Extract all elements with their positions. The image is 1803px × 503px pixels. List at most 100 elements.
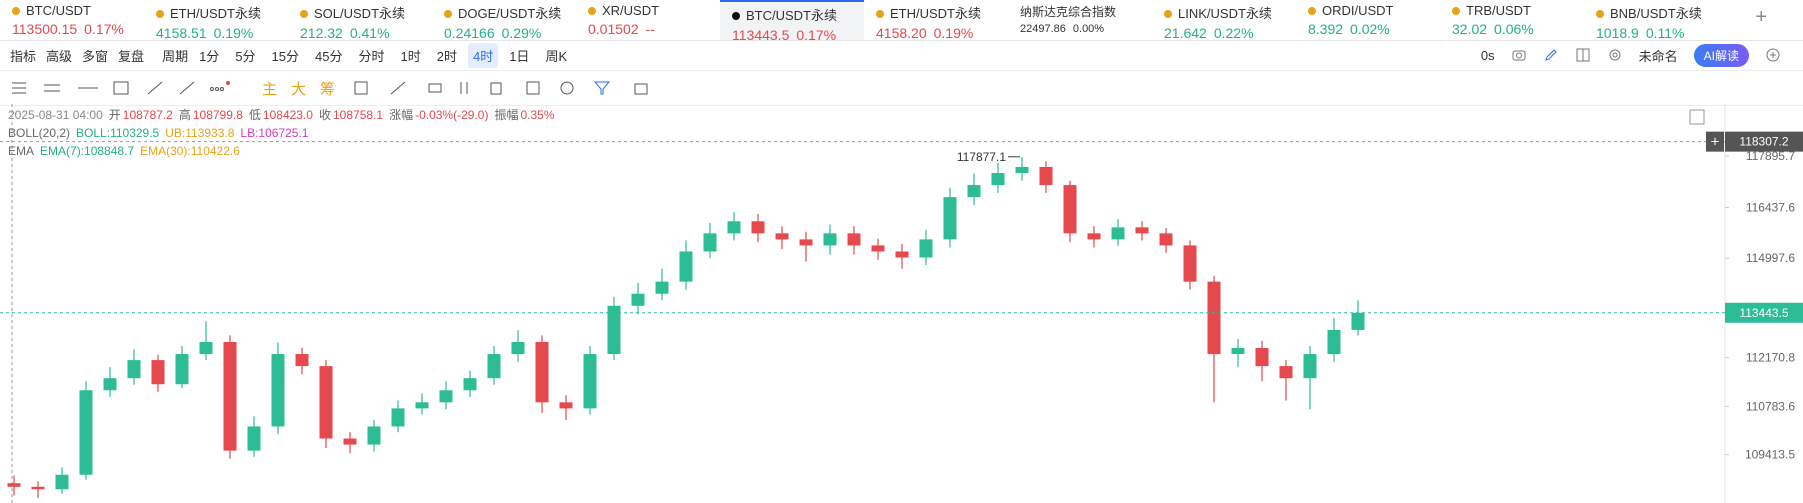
candle-body xyxy=(487,354,501,379)
tab-price: 212.32 xyxy=(300,25,343,41)
tab[interactable]: DOGE/USDT永续 0.24166 0.29% xyxy=(432,0,576,41)
tab-name: ORDI/USDT xyxy=(1322,3,1394,18)
tab[interactable]: ORDI/USDT 8.392 0.02% xyxy=(1296,0,1440,40)
y-tick-label: 114997.6 xyxy=(1746,251,1795,265)
candle-body xyxy=(1159,233,1173,246)
period-button[interactable]: 周K xyxy=(545,48,568,64)
ohlc-value: 108758.1 xyxy=(333,108,384,122)
tab-name-row: ETH/USDT永续 xyxy=(156,3,288,22)
tab-price-row: 0.24166 0.29% xyxy=(444,25,576,41)
tab-change: 0.29% xyxy=(501,25,542,41)
tab-name: BTC/USDT永续 xyxy=(746,8,838,23)
candle-body xyxy=(511,341,525,355)
tab-change: 0.22% xyxy=(1213,25,1254,41)
toolbar-item[interactable]: 高级 xyxy=(46,48,73,64)
draw-tool[interactable]: 筹 xyxy=(320,80,336,98)
period-label[interactable]: 周期 xyxy=(162,48,189,64)
drawing-text-tools: 主大筹 xyxy=(248,78,335,99)
candle-body xyxy=(415,402,429,409)
tab-name-row: BNB/USDT永续 xyxy=(1596,3,1728,22)
candle-body xyxy=(583,354,597,409)
more-icon[interactable] xyxy=(1765,47,1781,63)
toolbar-item[interactable]: 复盘 xyxy=(118,48,145,64)
tab-change: 0.06% xyxy=(1494,21,1534,37)
layout-name[interactable]: 未命名 xyxy=(1638,48,1678,64)
tool-icons xyxy=(354,81,648,95)
crosshair-price: 118307.2 xyxy=(1739,135,1788,149)
period-button[interactable]: 15分 xyxy=(271,48,300,64)
tab-name: XR/USDT xyxy=(602,3,660,18)
candle-body xyxy=(1255,348,1269,367)
tab-name: DOGE/USDT永续 xyxy=(458,6,562,21)
ohlc-value: 108799.8 xyxy=(192,108,243,122)
tab[interactable]: TRB/USDT 32.02 0.06% xyxy=(1440,0,1584,40)
candle-body xyxy=(751,221,765,234)
candle-body xyxy=(1207,281,1221,355)
y-tick-label: 109413.5 xyxy=(1745,448,1795,462)
period-button[interactable]: 2时 xyxy=(436,48,457,64)
draw-tool[interactable]: 大 xyxy=(291,80,307,98)
tab[interactable]: 纳斯达克综合指数 22497.86 0.00% xyxy=(1008,0,1152,40)
tab-name: BNB/USDT永续 xyxy=(1610,6,1702,21)
layout-icon[interactable] xyxy=(1575,47,1591,63)
settings-icon[interactable] xyxy=(1607,47,1623,63)
period-button[interactable]: 4时 xyxy=(467,42,499,68)
tab-name-row: DOGE/USDT永续 xyxy=(444,3,576,22)
ohlc-value: 108787.2 xyxy=(122,108,173,122)
candle-body xyxy=(463,378,477,391)
tab[interactable]: SOL/USDT永续 212.32 0.41% xyxy=(288,0,432,41)
toolbar-right: 0s 未命名 AI解读 xyxy=(1481,41,1781,69)
tab-icon xyxy=(1308,7,1316,15)
drawing-icons xyxy=(12,81,230,95)
candle-body xyxy=(1231,348,1245,355)
camera-icon[interactable] xyxy=(1511,47,1527,63)
period-button[interactable]: 1分 xyxy=(199,48,220,64)
period-button[interactable]: 5分 xyxy=(235,48,256,64)
tab-price-row: 1018.9 0.11% xyxy=(1596,25,1728,41)
period-button[interactable]: 1时 xyxy=(400,48,421,64)
candle-body xyxy=(607,305,621,355)
tab[interactable]: ETH/USDT永续 4158.51 0.19% xyxy=(144,0,288,41)
tab-bar: BTC/USDT 113500.15 0.17% ETH/USDT永续 4158.51 0… xyxy=(0,0,1803,43)
toolbar-item[interactable]: 指标 xyxy=(10,48,37,64)
tab[interactable]: BTC/USDT 113500.15 0.17% xyxy=(0,0,144,40)
candle-body xyxy=(727,221,741,234)
add-tab[interactable]: + xyxy=(1755,6,1767,28)
boll-item: BOLL:110329.5 xyxy=(76,126,160,140)
tab[interactable]: ETH/USDT永续 4158.20 0.19% xyxy=(864,0,1008,41)
max-label: 117877.1 xyxy=(957,150,1006,164)
candle-body xyxy=(319,366,333,439)
draw-tool[interactable]: 主 xyxy=(262,80,278,98)
tab[interactable]: BTC/USDT永续 113443.5 0.17% xyxy=(720,0,864,43)
ohlc-label: 收 xyxy=(318,108,331,122)
candle-body xyxy=(439,390,453,403)
toolbar-item[interactable]: 多窗 xyxy=(82,48,109,64)
candle-body xyxy=(295,354,309,367)
tab-name: LINK/USDT永续 xyxy=(1178,6,1272,21)
tab[interactable]: XR/USDT 0.01502 -- xyxy=(576,0,720,40)
boll-line: BOLL(20,2) BOLL:110329.5 UB:113933.8 LB:106… xyxy=(8,124,561,142)
ai-button[interactable]: AI解读 xyxy=(1693,43,1749,67)
tab[interactable]: LINK/USDT永续 21.642 0.22% xyxy=(1152,0,1296,41)
candle-body xyxy=(55,474,69,490)
tab[interactable]: BNB/USDT永续 1018.9 0.11% xyxy=(1584,0,1728,41)
boll-item: UB:113933.8 xyxy=(165,126,235,140)
tab-price: 22497.86 xyxy=(1020,23,1066,35)
ohlc-label: 振幅 xyxy=(494,108,519,122)
candle-body xyxy=(1063,185,1077,234)
tab-price: 8.392 xyxy=(1308,21,1344,37)
candle-body xyxy=(1087,233,1101,240)
tab-change: 0.11% xyxy=(1645,25,1685,41)
period-button[interactable]: 45分 xyxy=(315,48,343,64)
candle-body xyxy=(1039,166,1053,186)
candle-body xyxy=(343,438,357,445)
tab-price: 4158.51 xyxy=(156,25,207,41)
period-button[interactable]: 1日 xyxy=(509,48,530,64)
candle-body xyxy=(919,239,933,258)
y-tick-label: 117895.7 xyxy=(1746,149,1795,163)
period-button[interactable]: 分时 xyxy=(358,48,385,64)
ohlc-label: 开 xyxy=(108,108,121,122)
edit-icon[interactable] xyxy=(1543,47,1559,63)
tab-icon xyxy=(156,10,164,18)
tab-icon xyxy=(588,7,596,15)
